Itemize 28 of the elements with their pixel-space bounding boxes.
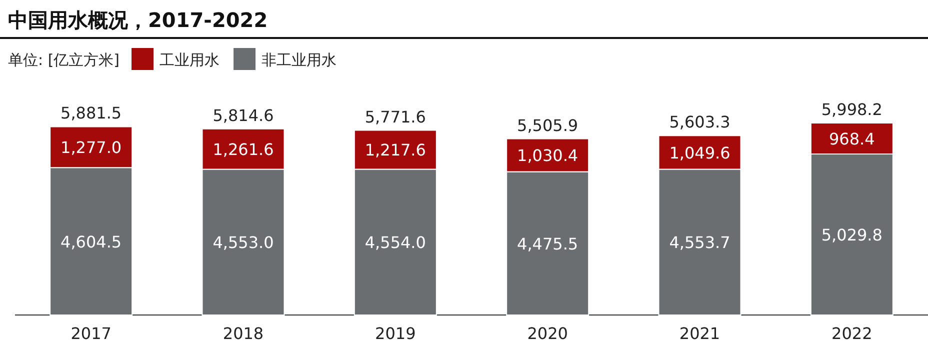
total-label: 5,998.2 [821, 100, 882, 119]
data-label: 1,277.0 [60, 138, 122, 158]
total-label: 5,505.9 [517, 116, 578, 135]
data-label: 5,029.8 [821, 226, 882, 244]
data-label: 1,049.6 [669, 143, 730, 162]
legend-label: 工业用水 [160, 51, 220, 69]
x-tick-label: 2021 [679, 324, 720, 343]
total-label: 5,881.5 [60, 104, 122, 123]
total-label: 5,771.6 [364, 107, 426, 126]
total-label: 5,603.3 [669, 112, 730, 132]
x-tick-label: 2019 [375, 324, 416, 343]
legend-title: 单位: [亿立方米] [8, 51, 120, 69]
data-label: 4,553.7 [669, 233, 730, 252]
data-label: 1,030.4 [517, 146, 578, 166]
x-tick-label: 2018 [222, 324, 264, 343]
data-label: 4,553.0 [212, 233, 274, 252]
data-label: 4,475.5 [517, 234, 578, 254]
total-label: 5,814.6 [212, 106, 274, 125]
data-label: 1,217.6 [364, 140, 426, 160]
x-tick-label: 2022 [832, 324, 872, 343]
x-tick-label: 2020 [527, 324, 568, 343]
data-label: 968.4 [829, 130, 875, 148]
data-label: 4,604.5 [60, 232, 122, 252]
x-tick-label: 2017 [70, 324, 112, 343]
legend-label: 非工业用水 [262, 51, 337, 69]
data-label: 1,261.6 [212, 140, 274, 160]
chart-title: 中国用水概况，2017-2022 [8, 8, 268, 32]
data-label: 4,554.0 [364, 233, 426, 252]
